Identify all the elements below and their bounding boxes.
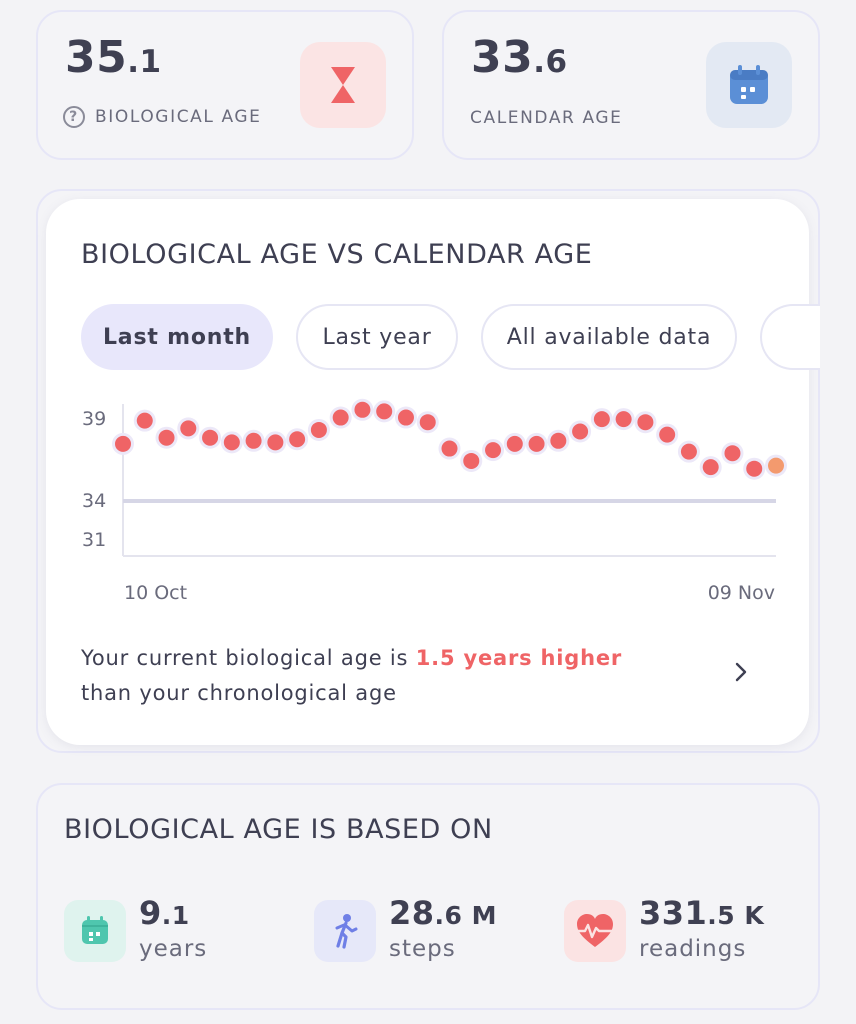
data-point[interactable]	[463, 452, 480, 469]
age-chart: 39 34 31 10 Oct 09 Nov	[82, 398, 787, 604]
data-point[interactable]	[724, 445, 741, 462]
data-point[interactable]	[397, 409, 414, 426]
data-point[interactable]	[485, 442, 502, 459]
data-point[interactable]	[180, 420, 197, 437]
data-point[interactable]	[158, 429, 175, 446]
biological-age-label: BIOLOGICAL AGE	[95, 107, 262, 127]
tab-last-month[interactable]: Last month	[81, 304, 273, 370]
years-value: 9.1	[139, 894, 190, 932]
steps-unit: steps	[389, 936, 456, 962]
y-tick-label: 31	[82, 529, 106, 551]
calendar-icon	[64, 900, 126, 962]
heart-pulse-icon	[564, 900, 626, 962]
data-point[interactable]	[267, 434, 284, 451]
calendar-age-label: CALENDAR AGE	[470, 108, 623, 128]
x-end-label: 09 Nov	[708, 582, 775, 604]
x-start-label: 10 Oct	[124, 582, 187, 604]
y-tick-label: 39	[82, 408, 106, 430]
biological-age-label-row: ? BIOLOGICAL AGE	[63, 106, 262, 128]
data-point[interactable]	[637, 414, 654, 431]
tab-all-available-data[interactable]: All available data	[481, 304, 737, 370]
data-point[interactable]	[419, 414, 436, 431]
based-on-title: BIOLOGICAL AGE IS BASED ON	[64, 814, 493, 845]
data-point[interactable]	[506, 435, 523, 452]
data-point[interactable]	[615, 411, 632, 428]
data-point[interactable]	[441, 440, 458, 457]
biological-age-chart-card: BIOLOGICAL AGE VS CALENDAR AGE Last mont…	[46, 199, 820, 745]
biological-age-value: 35.1	[65, 32, 162, 83]
readings-value: 331.5 K	[639, 894, 765, 932]
calendar-icon	[706, 42, 792, 128]
readings-unit: readings	[639, 936, 747, 962]
data-point[interactable]	[572, 423, 589, 440]
based-on-card	[36, 783, 820, 1010]
data-point[interactable]	[746, 460, 763, 477]
data-point[interactable]	[245, 432, 262, 449]
data-point[interactable]	[659, 426, 676, 443]
data-point[interactable]	[550, 432, 567, 449]
help-icon[interactable]: ?	[63, 106, 85, 128]
steps-value: 28.6 M	[389, 894, 498, 932]
tab-last-year[interactable]: Last year	[296, 304, 458, 370]
years-unit: years	[139, 936, 208, 962]
data-point[interactable]	[115, 435, 131, 452]
data-point[interactable]	[332, 409, 349, 426]
hourglass-icon	[300, 42, 386, 128]
y-tick-label: 34	[82, 490, 106, 512]
data-point[interactable]	[354, 401, 371, 418]
data-point[interactable]	[528, 435, 545, 452]
data-point[interactable]	[376, 403, 393, 420]
data-point[interactable]	[223, 434, 240, 451]
summary-highlight: 1.5 years higher	[415, 646, 623, 670]
data-point[interactable]	[680, 443, 697, 460]
calendar-age-value: 33.6	[471, 32, 568, 83]
chevron-right-icon[interactable]	[734, 661, 748, 687]
data-point[interactable]	[136, 412, 153, 429]
data-point[interactable]	[702, 459, 719, 476]
data-point[interactable]	[593, 411, 610, 428]
chart-title: BIOLOGICAL AGE VS CALENDAR AGE	[81, 239, 593, 270]
data-point[interactable]	[289, 431, 306, 448]
walking-person-icon	[314, 900, 376, 962]
data-point[interactable]	[310, 421, 327, 438]
tab-more[interactable]	[760, 304, 820, 370]
data-point[interactable]	[202, 429, 219, 446]
data-point[interactable]	[768, 457, 784, 474]
summary-text: Your current biological age is 1.5 years…	[81, 646, 623, 705]
